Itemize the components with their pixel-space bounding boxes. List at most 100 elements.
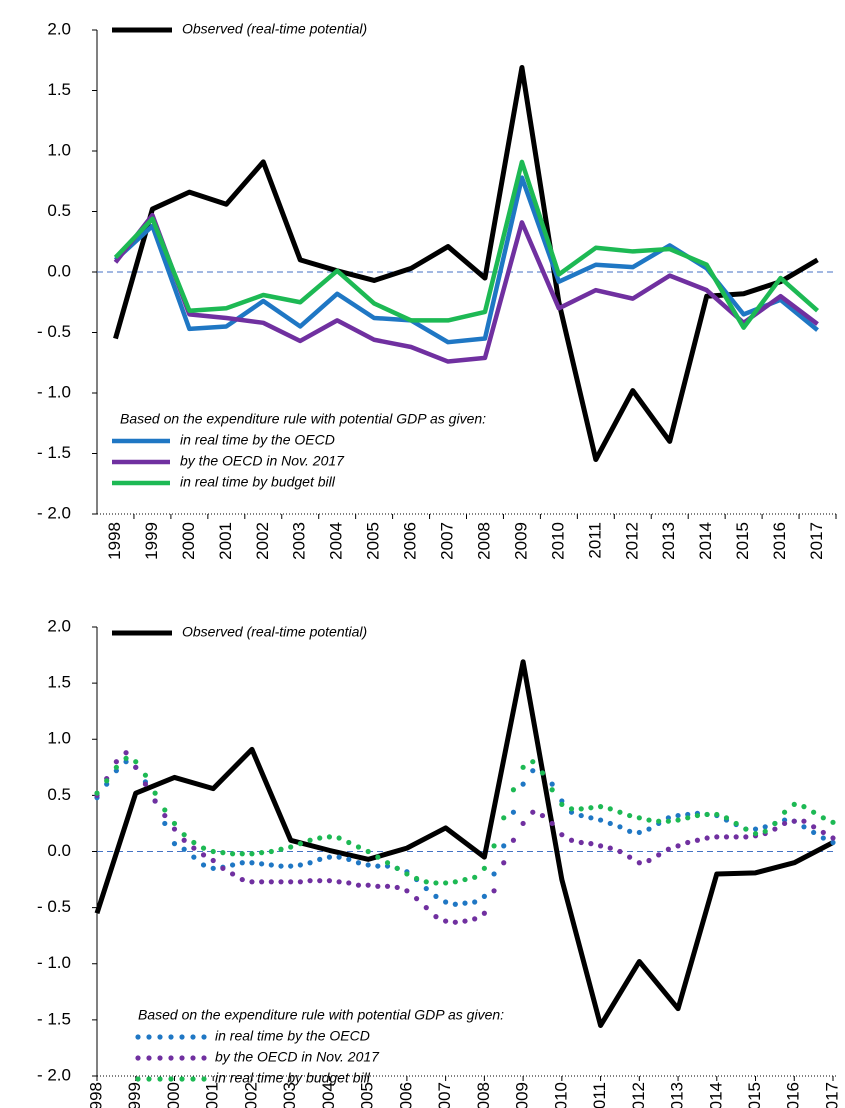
legend-label: Observed (real-time potential) [182,21,367,37]
series-dot [346,839,352,846]
series-dot [462,918,468,924]
series-dot [617,848,623,855]
series-dot [539,812,546,819]
series-dot [355,860,362,866]
y-tick-label: - 1.5 [37,443,71,462]
series-dot [685,815,691,821]
series-dot [346,856,352,862]
series-dot [510,809,517,815]
series-dot [559,832,565,838]
series-dot [530,759,536,765]
series-dot [229,851,236,857]
series-dot [220,850,226,856]
series-dot [791,818,797,824]
series-dot [462,900,468,906]
series-dot [104,778,110,784]
x-tick-label: 2013 [668,1082,687,1108]
series-dot [259,879,265,885]
series-dot [685,839,691,846]
x-tick-label: 2013 [659,522,678,560]
series-dot [365,848,371,855]
x-tick-label: 2003 [290,522,309,560]
series-dot [481,865,487,871]
series-dot [162,807,168,813]
series-dot [278,846,284,852]
series-dot [394,865,400,871]
x-tick-label: 2007 [435,1082,454,1108]
legend-swatch [201,1055,207,1061]
series-dot [297,841,303,847]
series-dot [694,812,701,819]
series-dot [171,841,178,847]
series-dot [307,878,313,884]
series-dot [355,882,362,888]
x-tick-label: 2006 [396,1082,415,1108]
legend-swatch [168,1076,174,1082]
series-dot [133,759,139,765]
series-dot [578,839,584,846]
series-dot [375,863,381,869]
series-dot [229,871,236,877]
series-dot [123,750,129,756]
series-dot [549,787,555,793]
series-dot [510,787,517,793]
series-line [113,212,819,364]
series-dot [433,914,439,920]
series-dot [443,880,449,886]
x-tick-label: 2016 [770,522,789,560]
x-tick-label: 2012 [629,1082,648,1108]
x-tick-label: 2005 [364,522,383,560]
x-tick-label: 2009 [513,1082,532,1108]
series-dot [220,865,226,871]
series-dot [752,826,759,832]
series-dot [772,826,778,832]
series-dot [191,839,197,846]
series-dot [472,899,478,905]
series-dot [210,848,216,855]
series-dot [307,860,313,866]
y-tick-label: - 2.0 [37,503,71,522]
series-dot [530,768,536,774]
series-dot [597,804,604,810]
series-dot [404,871,410,877]
series-dot [200,852,207,858]
series-dot [559,801,565,807]
series-dot [656,852,662,858]
series-dot [762,828,768,834]
series-dot [627,854,633,860]
series-dot [723,834,730,840]
series-dot [326,854,333,860]
series-dot [781,809,788,815]
x-tick-label: 2002 [253,522,272,560]
series-dot [317,856,323,862]
legend-swatch [135,1055,141,1061]
series-dot [152,798,158,804]
legend-swatch [157,1055,163,1061]
series-dot [588,805,594,811]
y-tick-label: 0.0 [47,841,71,860]
y-tick-label: 0.5 [47,201,71,220]
series-dot [336,835,342,841]
x-tick-label: 2000 [164,1082,183,1108]
series-dot [462,876,468,883]
series-dot [607,806,613,812]
series-dot [268,848,274,855]
x-tick-label: 2014 [696,522,715,560]
series-line [113,159,820,330]
series-dot [123,755,129,761]
y-tick-label: - 1.0 [37,382,71,401]
series-dot [259,861,265,867]
legend-swatch [157,1076,163,1082]
series-dot [646,826,652,832]
series-dot [568,837,575,843]
series-dot [607,845,613,851]
legend-label: Observed (real-time potential) [182,624,367,640]
legend-swatch [146,1055,152,1061]
series-dot [646,857,652,864]
series-dot [200,845,207,851]
series-dot [801,804,807,810]
series-dot [171,826,178,832]
series-dot [317,878,323,884]
series-dot [142,772,149,778]
series-dot [452,879,458,885]
